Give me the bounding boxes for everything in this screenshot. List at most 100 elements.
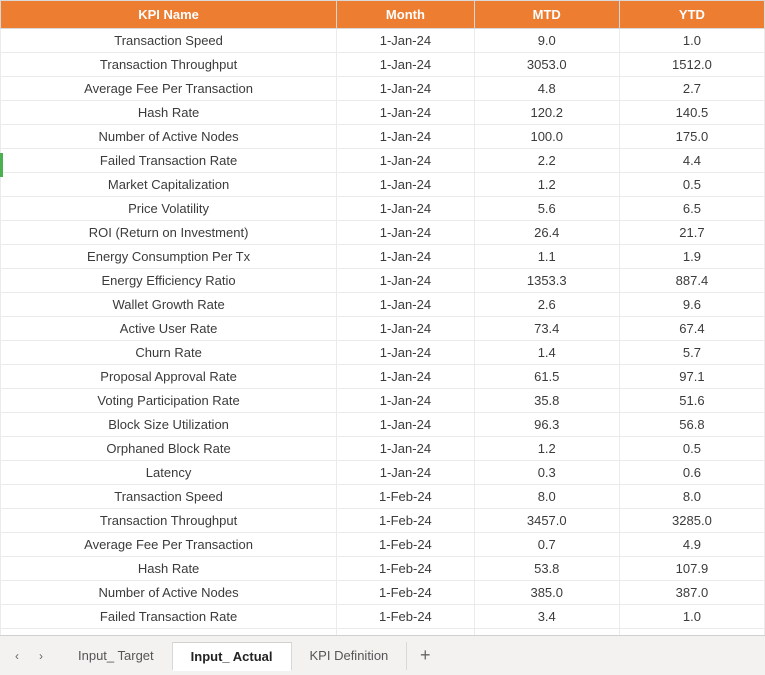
cell-mtd[interactable]: 4.8: [474, 77, 619, 101]
cell-mtd[interactable]: 96.3: [474, 413, 619, 437]
table-row[interactable]: Price Volatility1-Jan-245.66.5: [1, 197, 765, 221]
table-row[interactable]: Transaction Speed1-Feb-248.08.0: [1, 485, 765, 509]
cell-ytd[interactable]: 887.4: [619, 269, 764, 293]
cell-month[interactable]: 1-Jan-24: [337, 197, 475, 221]
cell-kpi[interactable]: ROI (Return on Investment): [1, 221, 337, 245]
table-row[interactable]: Hash Rate1-Jan-24120.2140.5: [1, 101, 765, 125]
cell-mtd[interactable]: 0.7: [474, 533, 619, 557]
sheet-tab[interactable]: Input_ Actual: [173, 642, 292, 671]
cell-kpi[interactable]: Transaction Throughput: [1, 53, 337, 77]
cell-month[interactable]: 1-Feb-24: [337, 485, 475, 509]
table-row[interactable]: Average Fee Per Transaction1-Feb-240.74.…: [1, 533, 765, 557]
cell-mtd[interactable]: 61.5: [474, 365, 619, 389]
cell-mtd[interactable]: 26.4: [474, 221, 619, 245]
cell-mtd[interactable]: 1.2: [474, 437, 619, 461]
cell-kpi[interactable]: Hash Rate: [1, 101, 337, 125]
table-row[interactable]: Latency1-Jan-240.30.6: [1, 461, 765, 485]
table-row[interactable]: Churn Rate1-Jan-241.45.7: [1, 341, 765, 365]
cell-ytd[interactable]: 6.5: [619, 197, 764, 221]
cell-mtd[interactable]: 35.8: [474, 389, 619, 413]
cell-mtd[interactable]: 1.1: [474, 245, 619, 269]
col-month[interactable]: Month: [337, 1, 475, 29]
cell-ytd[interactable]: 21.7: [619, 221, 764, 245]
cell-ytd[interactable]: 4.4: [619, 149, 764, 173]
table-row[interactable]: Orphaned Block Rate1-Jan-241.20.5: [1, 437, 765, 461]
cell-kpi[interactable]: Proposal Approval Rate: [1, 365, 337, 389]
cell-kpi[interactable]: Price Volatility: [1, 197, 337, 221]
cell-month[interactable]: 1-Jan-24: [337, 341, 475, 365]
cell-ytd[interactable]: 9.6: [619, 293, 764, 317]
cell-ytd[interactable]: 0.6: [619, 461, 764, 485]
cell-kpi[interactable]: Failed Transaction Rate: [1, 605, 337, 629]
cell-month[interactable]: 1-Jan-24: [337, 101, 475, 125]
cell-ytd[interactable]: 175.0: [619, 125, 764, 149]
cell-mtd[interactable]: 120.2: [474, 101, 619, 125]
cell-ytd[interactable]: 97.1: [619, 365, 764, 389]
cell-kpi[interactable]: Energy Consumption Per Tx: [1, 245, 337, 269]
cell-ytd[interactable]: 1.9: [619, 245, 764, 269]
cell-kpi[interactable]: Latency: [1, 461, 337, 485]
cell-ytd[interactable]: 5.7: [619, 341, 764, 365]
cell-ytd[interactable]: 8.0: [619, 485, 764, 509]
cell-kpi[interactable]: Orphaned Block Rate: [1, 437, 337, 461]
cell-mtd[interactable]: 53.8: [474, 557, 619, 581]
cell-ytd[interactable]: 0.5: [619, 173, 764, 197]
cell-month[interactable]: 1-Jan-24: [337, 53, 475, 77]
cell-month[interactable]: 1-Jan-24: [337, 365, 475, 389]
cell-mtd[interactable]: 8.0: [474, 485, 619, 509]
cell-month[interactable]: 1-Jan-24: [337, 125, 475, 149]
table-row[interactable]: Active User Rate1-Jan-2473.467.4: [1, 317, 765, 341]
cell-kpi[interactable]: Number of Active Nodes: [1, 125, 337, 149]
cell-month[interactable]: 1-Jan-24: [337, 413, 475, 437]
cell-mtd[interactable]: 3053.0: [474, 53, 619, 77]
cell-kpi[interactable]: Failed Transaction Rate: [1, 149, 337, 173]
sheet-tab[interactable]: Input_ Target: [60, 642, 173, 670]
cell-kpi[interactable]: Voting Participation Rate: [1, 389, 337, 413]
cell-kpi[interactable]: Active User Rate: [1, 317, 337, 341]
cell-kpi[interactable]: Transaction Speed: [1, 29, 337, 53]
cell-mtd[interactable]: 3.4: [474, 605, 619, 629]
table-row[interactable]: Energy Efficiency Ratio1-Jan-241353.3887…: [1, 269, 765, 293]
cell-mtd[interactable]: 1.2: [474, 173, 619, 197]
cell-month[interactable]: 1-Jan-24: [337, 293, 475, 317]
cell-ytd[interactable]: 0.5: [619, 437, 764, 461]
table-row[interactable]: Block Size Utilization1-Jan-2496.356.8: [1, 413, 765, 437]
cell-ytd[interactable]: 387.0: [619, 581, 764, 605]
table-row[interactable]: Energy Consumption Per Tx1-Jan-241.11.9: [1, 245, 765, 269]
cell-ytd[interactable]: 56.8: [619, 413, 764, 437]
table-row[interactable]: Number of Active Nodes1-Jan-24100.0175.0: [1, 125, 765, 149]
cell-month[interactable]: 1-Feb-24: [337, 605, 475, 629]
table-row[interactable]: Proposal Approval Rate1-Jan-2461.597.1: [1, 365, 765, 389]
cell-month[interactable]: 1-Jan-24: [337, 29, 475, 53]
col-mtd[interactable]: MTD: [474, 1, 619, 29]
cell-mtd[interactable]: 73.4: [474, 317, 619, 341]
table-row[interactable]: Number of Active Nodes1-Feb-24385.0387.0: [1, 581, 765, 605]
table-row[interactable]: ROI (Return on Investment)1-Jan-2426.421…: [1, 221, 765, 245]
cell-ytd[interactable]: 140.5: [619, 101, 764, 125]
cell-ytd[interactable]: 1512.0: [619, 53, 764, 77]
cell-ytd[interactable]: 107.9: [619, 557, 764, 581]
cell-kpi[interactable]: Transaction Speed: [1, 485, 337, 509]
table-row[interactable]: Failed Transaction Rate1-Jan-242.24.4: [1, 149, 765, 173]
col-ytd[interactable]: YTD: [619, 1, 764, 29]
cell-ytd[interactable]: 51.6: [619, 389, 764, 413]
table-row[interactable]: Market Capitalization1-Jan-241.20.5: [1, 173, 765, 197]
cell-mtd[interactable]: 1.4: [474, 341, 619, 365]
cell-mtd[interactable]: 385.0: [474, 581, 619, 605]
add-sheet-button[interactable]: +: [407, 641, 443, 670]
cell-kpi[interactable]: Block Size Utilization: [1, 413, 337, 437]
cell-kpi[interactable]: Hash Rate: [1, 557, 337, 581]
cell-month[interactable]: 1-Feb-24: [337, 557, 475, 581]
table-row[interactable]: Failed Transaction Rate1-Feb-243.41.0: [1, 605, 765, 629]
cell-month[interactable]: 1-Jan-24: [337, 269, 475, 293]
table-row[interactable]: Voting Participation Rate1-Jan-2435.851.…: [1, 389, 765, 413]
cell-kpi[interactable]: Energy Efficiency Ratio: [1, 269, 337, 293]
tab-nav-next[interactable]: ›: [30, 644, 52, 668]
cell-month[interactable]: 1-Jan-24: [337, 437, 475, 461]
cell-month[interactable]: 1-Feb-24: [337, 581, 475, 605]
cell-kpi[interactable]: Churn Rate: [1, 341, 337, 365]
cell-ytd[interactable]: 2.7: [619, 77, 764, 101]
table-row[interactable]: Transaction Throughput1-Jan-243053.01512…: [1, 53, 765, 77]
cell-month[interactable]: 1-Jan-24: [337, 461, 475, 485]
cell-mtd[interactable]: 1353.3: [474, 269, 619, 293]
